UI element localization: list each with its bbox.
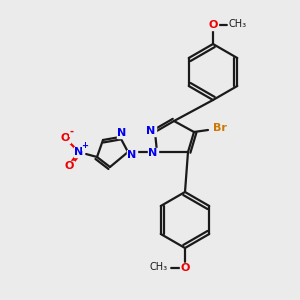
Text: N: N (117, 128, 127, 138)
Bar (74, 147, 84, 157)
Text: O: O (64, 161, 74, 171)
Bar (149, 262, 169, 272)
Bar (148, 148, 158, 158)
Text: N: N (74, 147, 84, 157)
Bar (64, 161, 74, 171)
Bar (228, 19, 248, 29)
Bar (117, 128, 127, 138)
Text: N: N (128, 150, 136, 160)
Text: O: O (208, 20, 218, 30)
Bar (211, 123, 229, 133)
Text: N: N (148, 148, 158, 158)
Text: +: + (82, 142, 88, 151)
Bar (208, 20, 218, 30)
Text: CH₃: CH₃ (229, 19, 247, 29)
Text: CH₃: CH₃ (150, 262, 168, 272)
Bar (146, 126, 156, 136)
Bar (180, 263, 190, 273)
Text: N: N (146, 126, 156, 136)
Bar (60, 133, 70, 143)
Text: O: O (60, 133, 70, 143)
Text: O: O (180, 263, 190, 273)
Text: Br: Br (213, 123, 227, 133)
Bar (127, 150, 137, 160)
Text: -: - (69, 127, 73, 137)
